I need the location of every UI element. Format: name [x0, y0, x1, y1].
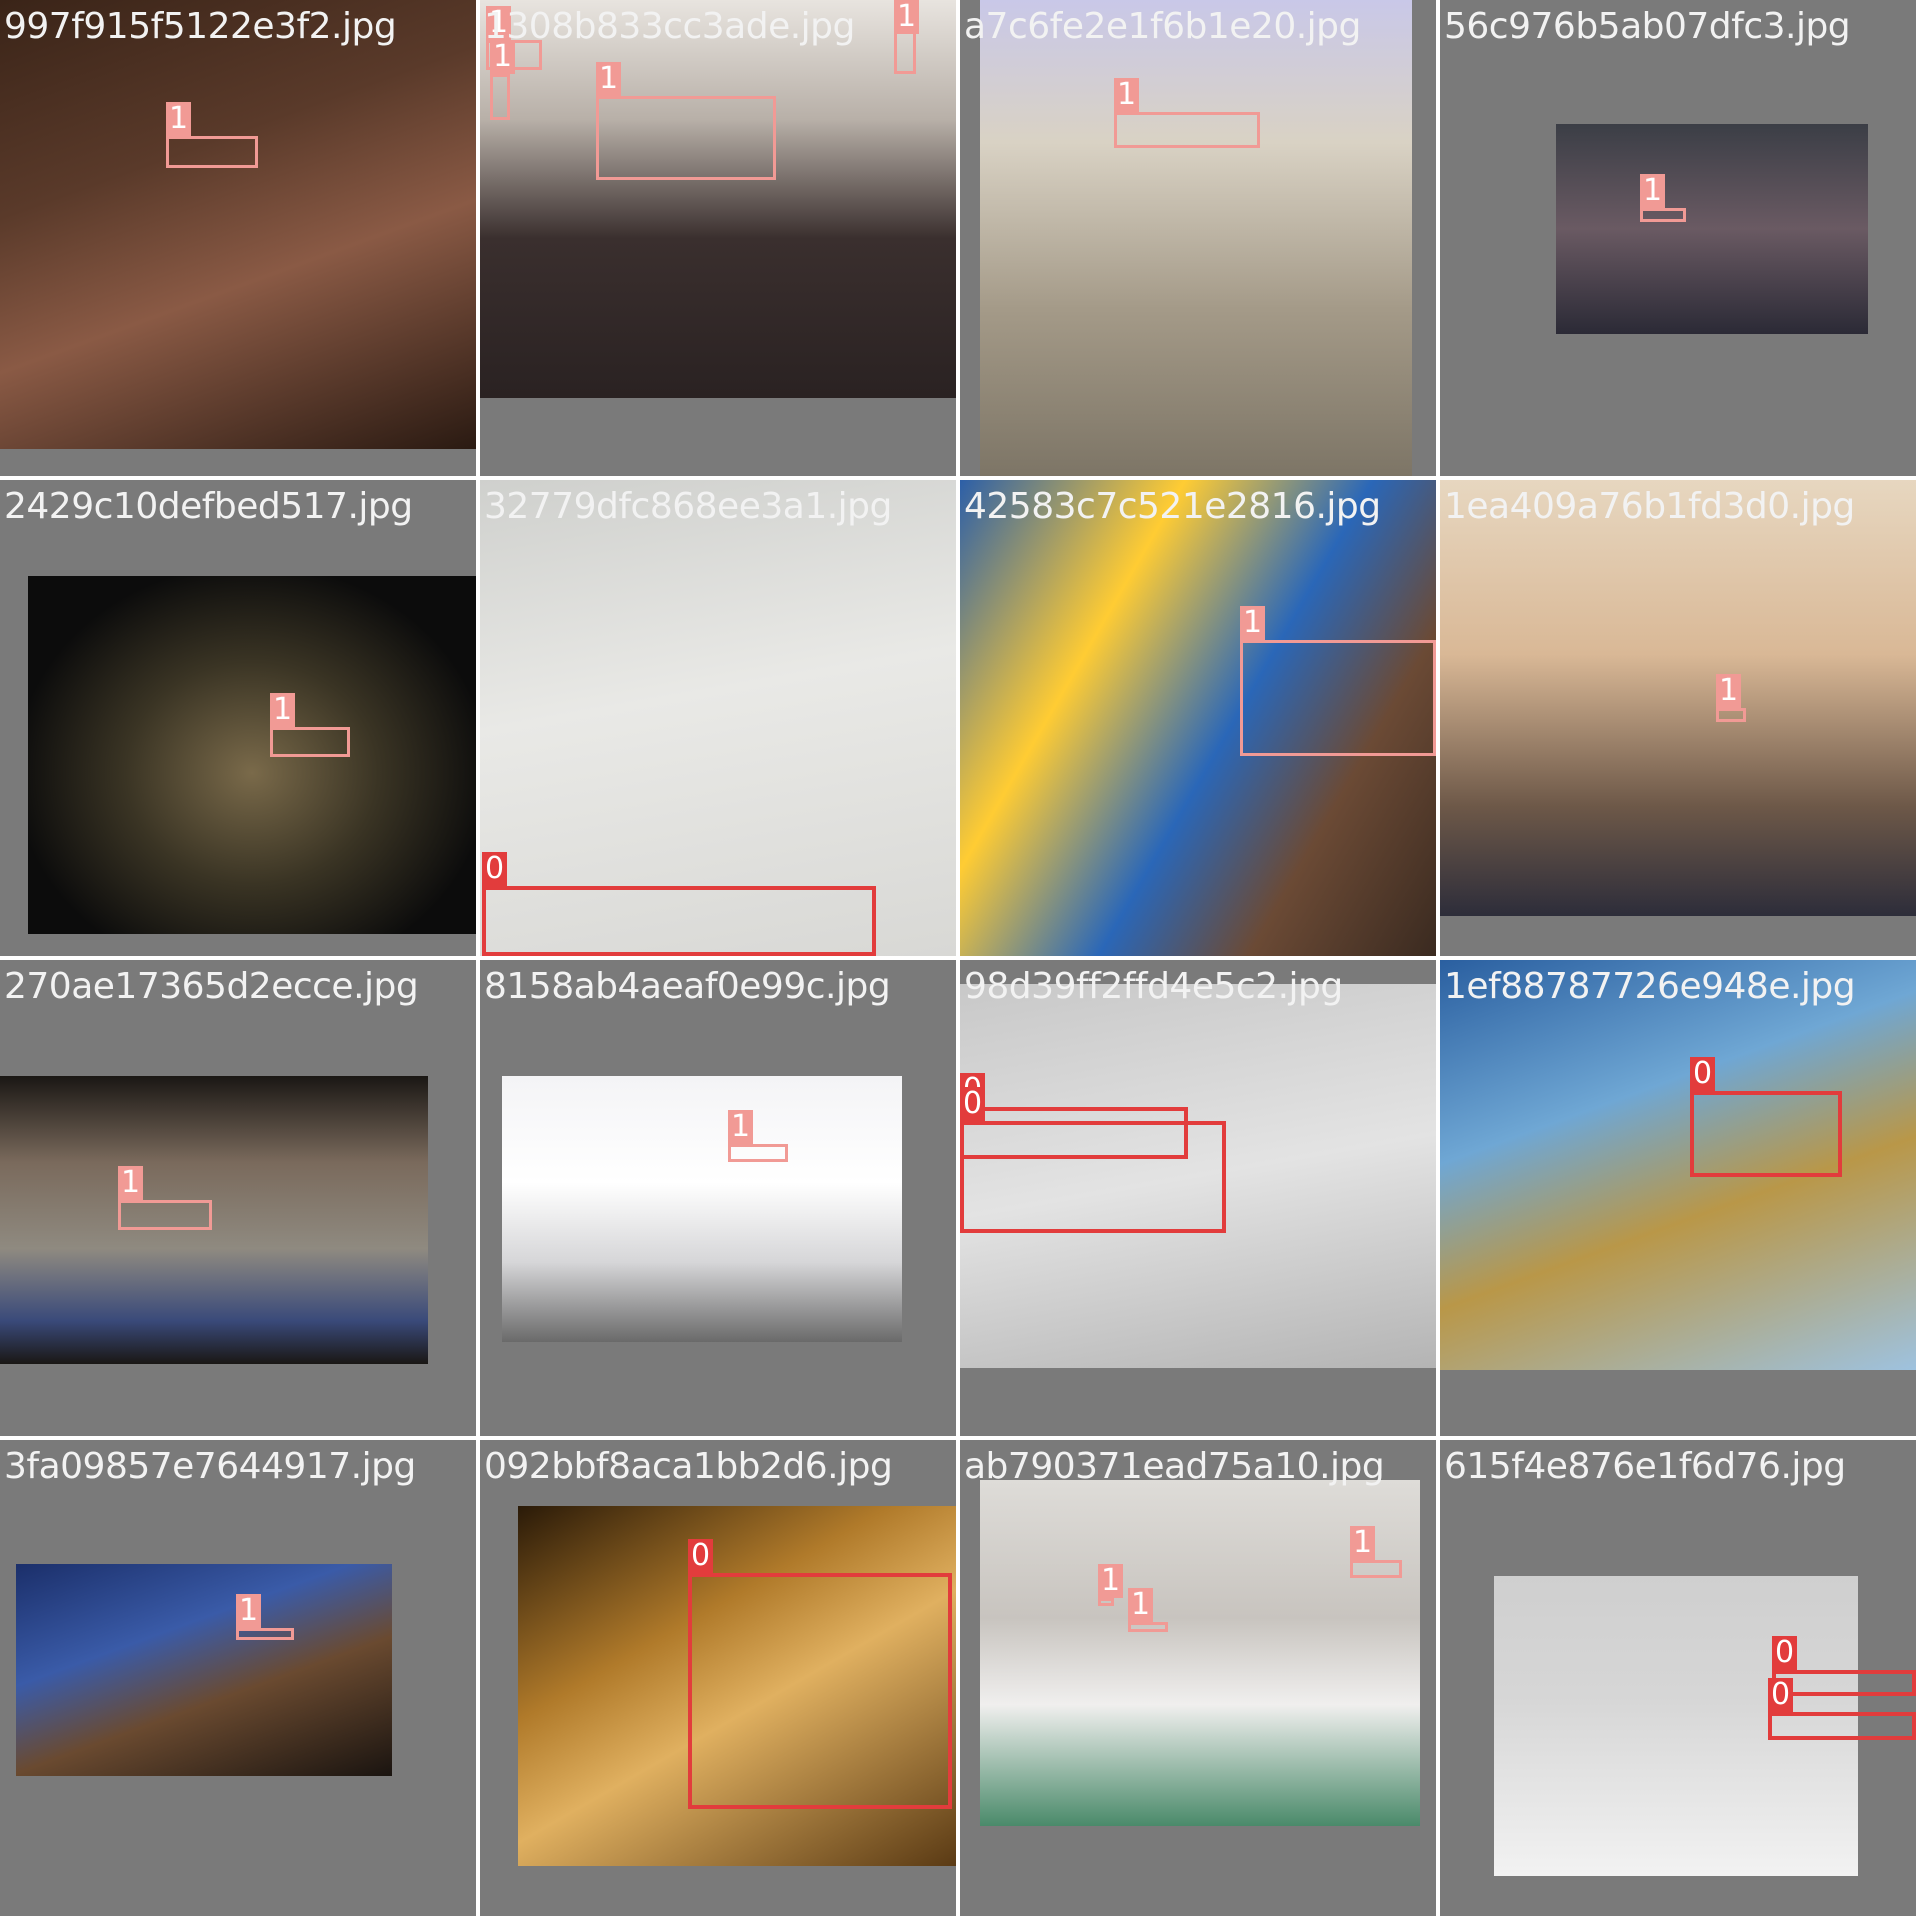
detection-box [1098, 1598, 1114, 1606]
detection-class-label: 1 [1350, 1526, 1376, 1560]
detection-class-label: 1 [1640, 174, 1666, 208]
tile-filename: 615f4e876e1f6d76.jpg [1444, 1446, 1846, 1487]
detection-box [166, 136, 258, 168]
mosaic-tile: a7c6fe2e1f6b1e20.jpg 1 [960, 0, 1436, 476]
detection-class-label: 1 [1716, 674, 1742, 708]
detection-class-label: 0 [960, 1087, 986, 1121]
mosaic-tile: 1ea409a76b1fd3d0.jpg 1 [1440, 480, 1916, 956]
detection-box [1114, 112, 1260, 148]
tile-filename: a7c6fe2e1f6b1e20.jpg [964, 6, 1361, 47]
detection-class-label: 1 [596, 62, 622, 96]
mosaic-tile: 32779dfc868ee3a1.jpg 0 [480, 480, 956, 956]
detection-box [118, 1200, 212, 1230]
photo-thumbnail [480, 0, 956, 398]
detection-class-label: 1 [1114, 78, 1140, 112]
detection-class-label: 1 [1128, 1588, 1154, 1622]
tile-filename: 1ef88787726e948e.jpg [1444, 966, 1856, 1007]
detection-class-label: 0 [1768, 1678, 1794, 1712]
detection-box [1772, 1670, 1916, 1696]
tile-filename: 8158ab4aeaf0e99c.jpg [484, 966, 891, 1007]
mosaic-tile: 092bbf8aca1bb2d6.jpg 0 [480, 1440, 956, 1916]
tile-filename: 98d39ff2ffd4e5c2.jpg [964, 966, 1343, 1007]
photo-thumbnail [480, 480, 956, 956]
tile-filename: ab790371ead75a10.jpg [964, 1446, 1385, 1487]
photo-thumbnail [1494, 1576, 1858, 1876]
detection-class-label: 1 [270, 693, 296, 727]
tile-filename: 1ea409a76b1fd3d0.jpg [1444, 486, 1855, 527]
detection-box [236, 1628, 294, 1640]
detection-class-label: 1 [490, 40, 516, 74]
mosaic-tile: 1308b833cc3ade.jpg 1 1 1 1 [480, 0, 956, 476]
detection-box [1768, 1712, 1916, 1740]
detection-class-label: 0 [688, 1539, 714, 1573]
mosaic-tile: 3fa09857e7644917.jpg 1 [0, 1440, 476, 1916]
mosaic-tile: 2429c10defbed517.jpg 1 [0, 480, 476, 956]
photo-thumbnail [960, 984, 1436, 1368]
detection-class-label: 1 [118, 1166, 144, 1200]
photo-thumbnail [1556, 124, 1868, 334]
detection-class-label: 0 [1690, 1057, 1716, 1091]
mosaic-tile: 56c976b5ab07dfc3.jpg 1 [1440, 0, 1916, 476]
mosaic-tile: 42583c7c521e2816.jpg 1 [960, 480, 1436, 956]
detection-box [1240, 640, 1436, 756]
detection-box [1690, 1091, 1842, 1177]
tile-filename: 270ae17365d2ecce.jpg [4, 966, 419, 1007]
mosaic-tile: 1ef88787726e948e.jpg 0 [1440, 960, 1916, 1436]
detection-class-label: 1 [486, 6, 512, 40]
tile-filename: 1308b833cc3ade.jpg [484, 6, 855, 47]
tile-filename: 56c976b5ab07dfc3.jpg [1444, 6, 1851, 47]
mosaic-tile: 270ae17365d2ecce.jpg 1 [0, 960, 476, 1436]
tile-filename: 092bbf8aca1bb2d6.jpg [484, 1446, 893, 1487]
mosaic-tile: 997f915f5122e3f2.jpg 1 [0, 0, 476, 476]
tile-filename: 3fa09857e7644917.jpg [4, 1446, 416, 1487]
detection-box [596, 96, 776, 180]
detection-box [688, 1573, 952, 1809]
detection-box [270, 727, 350, 757]
detection-class-label: 1 [166, 102, 192, 136]
detection-box [1640, 208, 1686, 222]
tile-filename: 2429c10defbed517.jpg [4, 486, 413, 527]
tile-filename: 997f915f5122e3f2.jpg [4, 6, 397, 47]
detection-box [728, 1144, 788, 1162]
photo-thumbnail [16, 1564, 392, 1776]
photo-thumbnail [960, 480, 1436, 956]
photo-thumbnail [980, 0, 1412, 476]
mosaic-tile: 615f4e876e1f6d76.jpg 0 0 [1440, 1440, 1916, 1916]
photo-thumbnail [28, 576, 476, 934]
tile-filename: 32779dfc868ee3a1.jpg [484, 486, 892, 527]
detection-box [490, 74, 510, 120]
detection-class-label: 1 [236, 1594, 262, 1628]
photo-thumbnail [0, 0, 476, 449]
detection-class-label: 1 [1240, 606, 1266, 640]
detection-class-label: 0 [482, 852, 508, 886]
photo-thumbnail [502, 1076, 902, 1342]
detection-box [1350, 1560, 1402, 1578]
detection-class-label: 1 [894, 0, 920, 34]
tile-filename: 42583c7c521e2816.jpg [964, 486, 1381, 527]
photo-thumbnail [1440, 960, 1916, 1370]
mosaic-tile: ab790371ead75a10.jpg 1 1 1 [960, 1440, 1436, 1916]
detection-box [960, 1121, 1226, 1233]
detection-box [1128, 1622, 1168, 1632]
detection-class-label: 1 [728, 1110, 754, 1144]
photo-thumbnail [0, 1076, 428, 1364]
detection-box [1716, 708, 1746, 722]
detection-box [482, 886, 876, 956]
photo-thumbnail [980, 1480, 1420, 1826]
mosaic-tile: 8158ab4aeaf0e99c.jpg 1 [480, 960, 956, 1436]
photo-thumbnail [1440, 480, 1916, 916]
detection-class-label: 0 [1772, 1636, 1798, 1670]
detection-class-label: 1 [1098, 1564, 1124, 1598]
